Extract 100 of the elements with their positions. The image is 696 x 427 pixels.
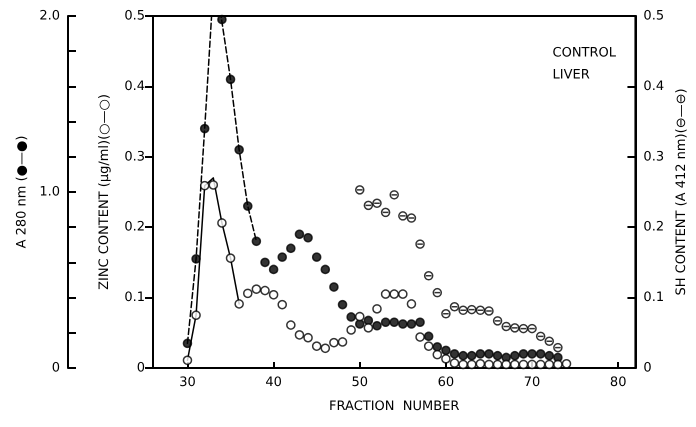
point bbox=[226, 74, 236, 84]
point bbox=[476, 306, 486, 316]
point bbox=[303, 332, 313, 342]
point bbox=[441, 309, 451, 319]
point bbox=[200, 124, 210, 134]
point bbox=[398, 319, 408, 329]
y-tick-label: 0 bbox=[136, 360, 145, 376]
point bbox=[252, 284, 262, 294]
point bbox=[450, 358, 460, 368]
point bbox=[510, 360, 520, 370]
point bbox=[380, 317, 390, 327]
point bbox=[380, 208, 390, 218]
point bbox=[544, 350, 554, 360]
point bbox=[268, 290, 278, 300]
point bbox=[424, 341, 434, 351]
point bbox=[389, 190, 399, 200]
point bbox=[441, 354, 451, 364]
point bbox=[432, 342, 442, 352]
point bbox=[492, 350, 502, 360]
point bbox=[415, 332, 425, 342]
point bbox=[458, 306, 468, 316]
point bbox=[312, 341, 322, 351]
point bbox=[234, 145, 244, 155]
point bbox=[527, 349, 537, 359]
point bbox=[346, 325, 356, 335]
x-axis-title: FRACTION NUMBER bbox=[329, 399, 460, 414]
y3-tick-label: 2.0 bbox=[39, 8, 60, 24]
point bbox=[501, 360, 511, 370]
point bbox=[260, 286, 270, 296]
y-axis-title: ZINC CONTENT (µg/ml)(○—○) bbox=[97, 94, 112, 290]
point bbox=[182, 356, 192, 366]
point bbox=[303, 233, 313, 243]
point bbox=[364, 316, 374, 326]
y-tick-label: 0.1 bbox=[124, 290, 145, 306]
point bbox=[536, 360, 546, 370]
point bbox=[191, 254, 201, 264]
point bbox=[398, 211, 408, 221]
point bbox=[346, 312, 356, 322]
point bbox=[501, 322, 511, 332]
point bbox=[466, 304, 476, 314]
point bbox=[450, 349, 460, 359]
x-tick-label: 70 bbox=[524, 375, 540, 390]
point bbox=[492, 316, 502, 326]
point bbox=[182, 338, 192, 348]
y-tick-label: 0.4 bbox=[124, 78, 145, 94]
y2-tick-label: 0.5 bbox=[643, 8, 664, 24]
point bbox=[294, 229, 304, 239]
point bbox=[217, 14, 227, 24]
point bbox=[518, 324, 528, 334]
point bbox=[441, 346, 451, 356]
point bbox=[415, 317, 425, 327]
annotation: CONTROL LIVER bbox=[552, 46, 617, 82]
point bbox=[518, 349, 528, 359]
y2-tick-label: 0 bbox=[643, 360, 652, 376]
point bbox=[484, 349, 494, 359]
point bbox=[476, 349, 486, 359]
point bbox=[226, 253, 236, 263]
point bbox=[355, 312, 365, 322]
point bbox=[268, 264, 278, 274]
y2-tick-label: 0.1 bbox=[643, 290, 664, 306]
point bbox=[544, 336, 554, 346]
point bbox=[553, 360, 563, 370]
point bbox=[364, 200, 374, 210]
point bbox=[484, 306, 494, 316]
point bbox=[320, 344, 330, 354]
point bbox=[424, 332, 434, 342]
point bbox=[406, 319, 416, 329]
point bbox=[562, 359, 572, 369]
x-tick-label: 50 bbox=[351, 375, 368, 390]
point bbox=[338, 300, 348, 310]
y-tick-label: 0.2 bbox=[124, 220, 145, 235]
point bbox=[553, 342, 563, 352]
point bbox=[217, 218, 227, 228]
point bbox=[355, 185, 365, 195]
point bbox=[243, 288, 253, 298]
point bbox=[544, 360, 554, 370]
y3-axis-title: A 280 nm (●—●) bbox=[14, 136, 30, 248]
point bbox=[536, 332, 546, 342]
point bbox=[277, 300, 287, 310]
point bbox=[372, 321, 382, 331]
point bbox=[492, 360, 502, 370]
point bbox=[260, 258, 270, 268]
point bbox=[191, 310, 201, 320]
point bbox=[338, 337, 348, 347]
y2-tick-label: 0.3 bbox=[643, 149, 664, 164]
point bbox=[432, 288, 442, 298]
point bbox=[510, 350, 520, 360]
x-tick-label: 40 bbox=[265, 375, 282, 390]
point bbox=[476, 359, 486, 369]
y2-tick-label: 0.2 bbox=[643, 220, 664, 235]
y2-tick-label: 0.4 bbox=[643, 78, 664, 94]
point bbox=[243, 201, 253, 211]
y3-tick-label: 0 bbox=[52, 360, 60, 376]
point bbox=[286, 320, 296, 330]
point bbox=[467, 360, 476, 370]
point bbox=[277, 252, 287, 262]
point bbox=[398, 289, 408, 299]
point bbox=[432, 350, 442, 360]
point bbox=[320, 264, 330, 274]
point bbox=[234, 299, 244, 309]
